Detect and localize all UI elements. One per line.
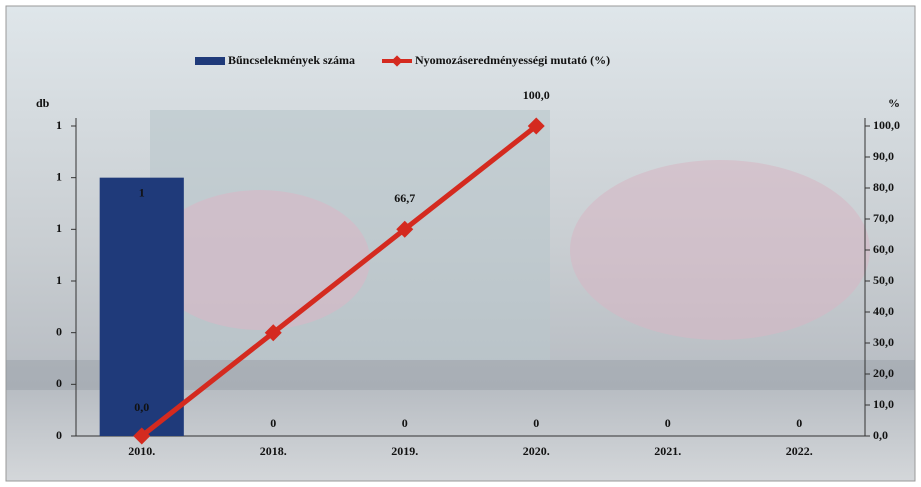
bar-value-label: 0 — [270, 416, 276, 430]
line-value-label: 0,0 — [134, 400, 149, 414]
bar-value-label: 0 — [533, 416, 539, 430]
legend-label: Nyomozáseredményességi mutató (%) — [415, 53, 610, 67]
x-tick-label: 2020. — [523, 444, 550, 458]
y-tick-label: 1 — [56, 118, 62, 132]
y-tick-label: 1 — [56, 273, 62, 287]
y2-tick-label: 100,0 — [873, 118, 900, 132]
bar-value-label: 0 — [402, 416, 408, 430]
y-axis-title: db — [36, 96, 50, 110]
x-tick-label: 2021. — [654, 444, 681, 458]
y2-axis-title: % — [888, 96, 900, 110]
line-marker — [264, 324, 282, 342]
legend-label: Bűncselekmények száma — [228, 53, 355, 67]
y2-tick-label: 70,0 — [873, 211, 894, 225]
y-tick-label: 1 — [56, 221, 62, 235]
bar-value-label: 0 — [665, 416, 671, 430]
tree — [150, 190, 370, 330]
y-tick-label: 1 — [56, 169, 62, 183]
line-value-label: 66,7 — [394, 191, 415, 205]
legend-swatch — [391, 55, 403, 67]
y2-tick-label: 0,0 — [873, 428, 888, 442]
tree — [570, 160, 870, 340]
line-marker — [133, 427, 151, 445]
bar-value-label: 1 — [139, 185, 145, 199]
y2-tick-label: 20,0 — [873, 366, 894, 380]
line-marker — [396, 220, 414, 238]
x-tick-label: 2019. — [391, 444, 418, 458]
y2-tick-label: 50,0 — [873, 273, 894, 287]
y-tick-label: 0 — [56, 324, 62, 338]
line — [140, 124, 538, 438]
y2-tick-label: 60,0 — [873, 242, 894, 256]
legend-swatch — [195, 57, 225, 65]
bar-value-label: 0 — [796, 416, 802, 430]
y-tick-label: 0 — [56, 376, 62, 390]
y2-tick-label: 80,0 — [873, 180, 894, 194]
x-tick-label: 2010. — [128, 444, 155, 458]
y2-tick-label: 40,0 — [873, 304, 894, 318]
y2-tick-label: 90,0 — [873, 149, 894, 163]
line-marker — [527, 117, 545, 135]
x-tick-label: 2018. — [260, 444, 287, 458]
y2-tick-label: 10,0 — [873, 397, 894, 411]
y-tick-label: 0 — [56, 428, 62, 442]
line-value-label: 100,0 — [523, 88, 550, 102]
y2-tick-label: 30,0 — [873, 335, 894, 349]
bar — [99, 177, 184, 436]
x-tick-label: 2022. — [786, 444, 813, 458]
